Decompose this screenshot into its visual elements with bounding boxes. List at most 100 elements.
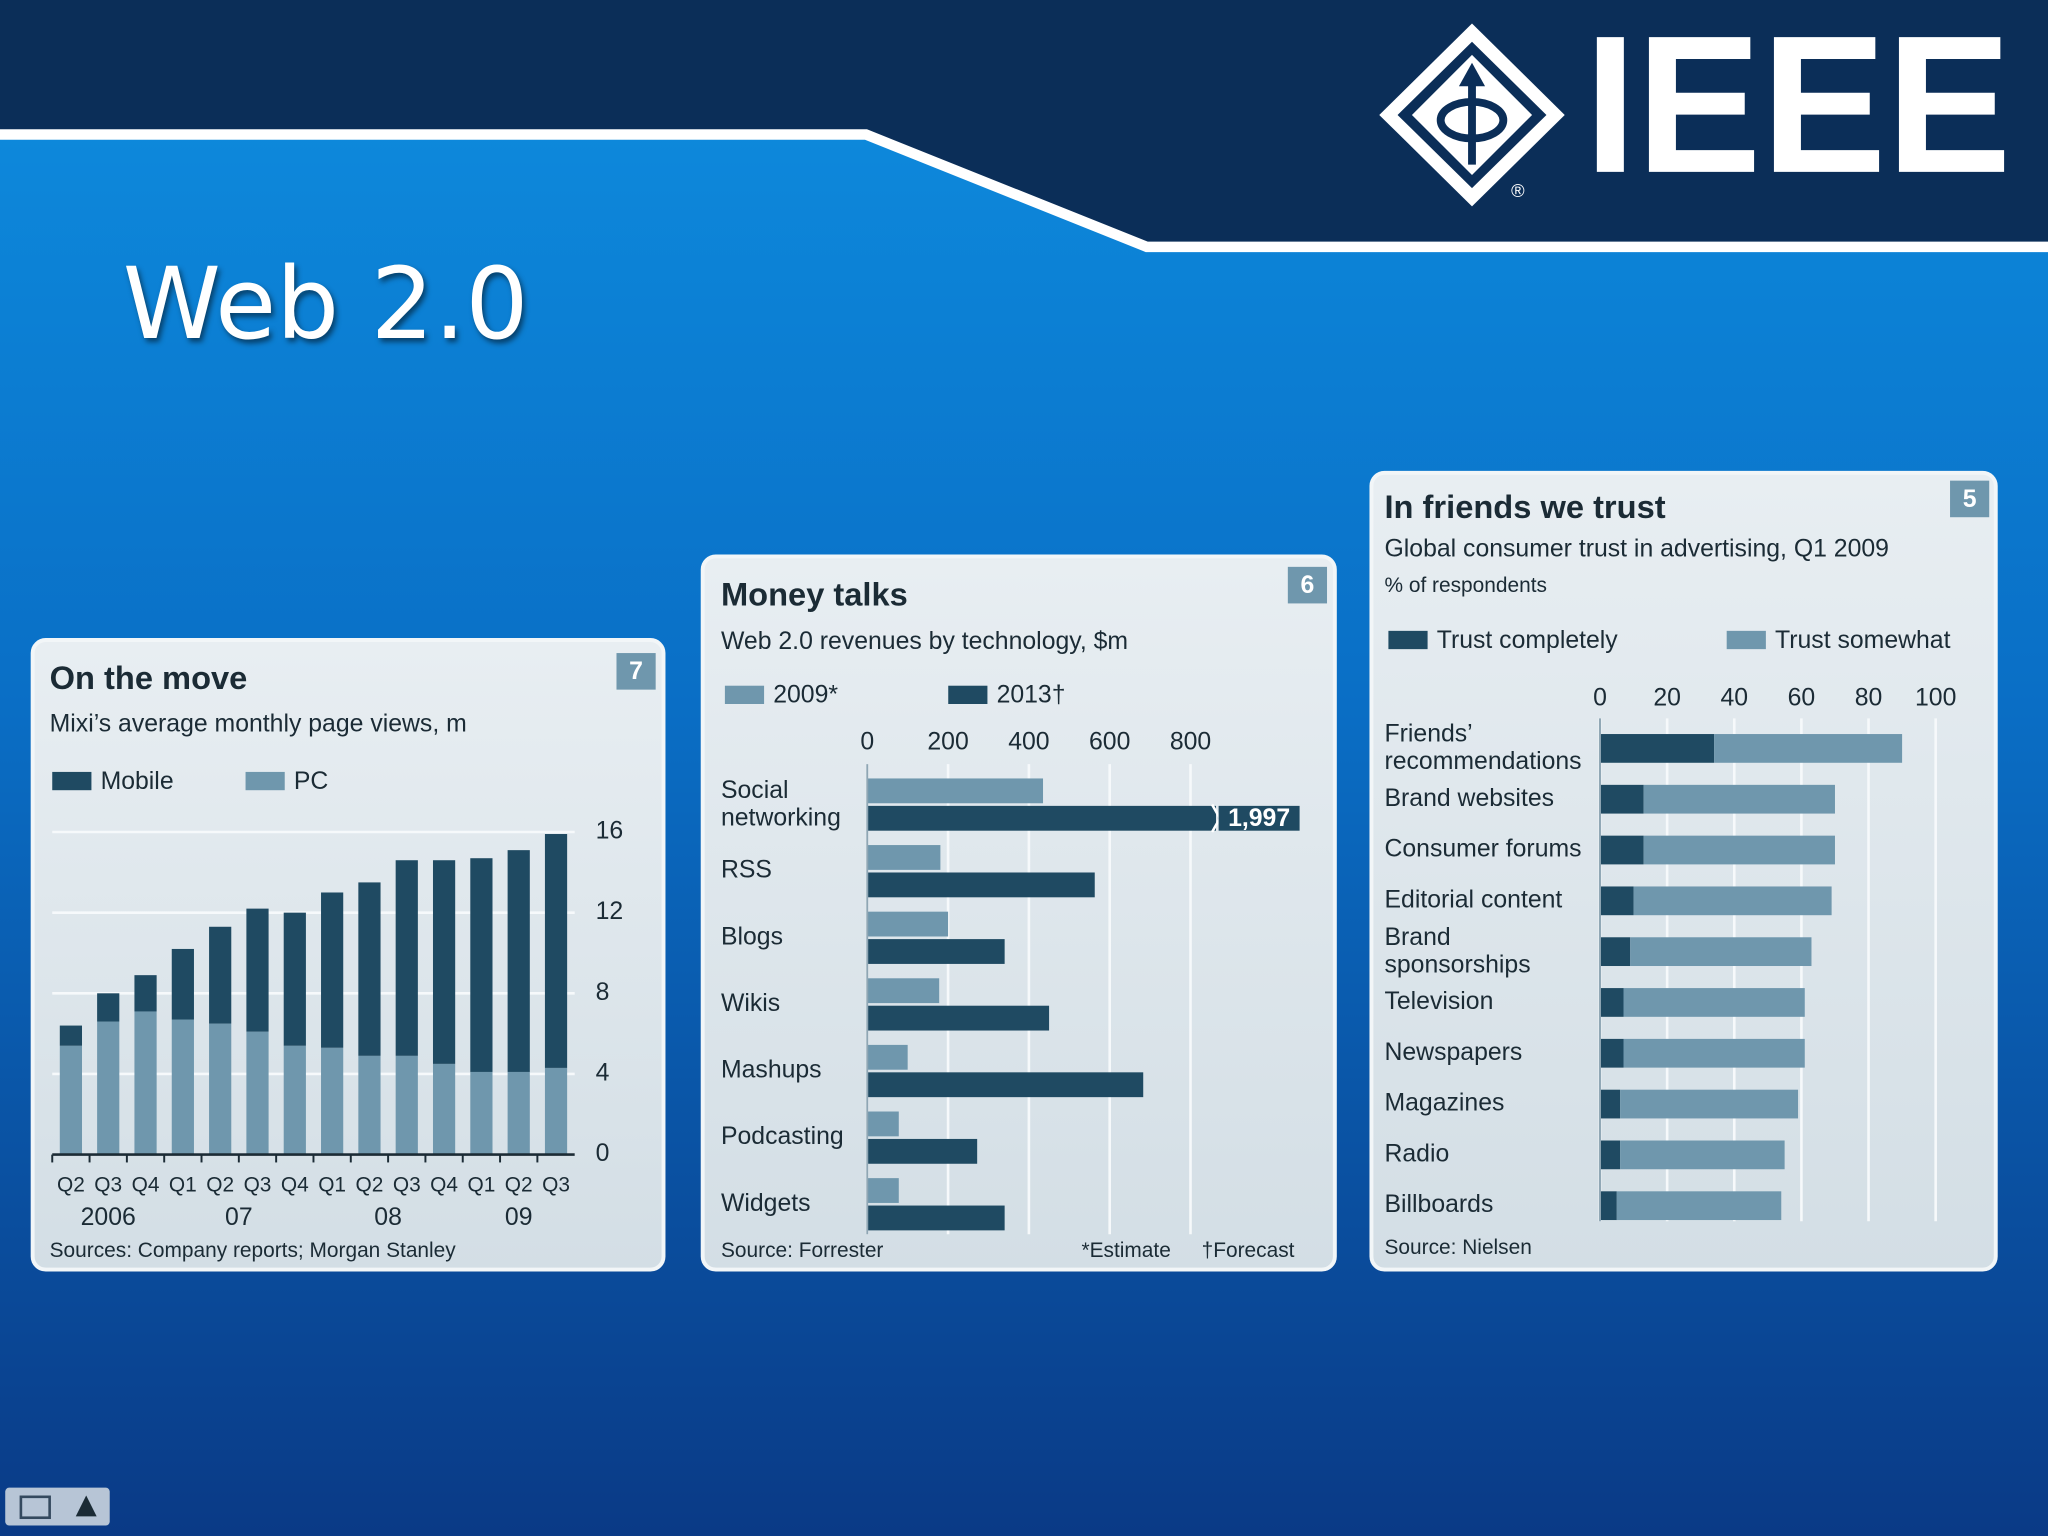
legend-swatch [1388,630,1428,650]
legend-swatch [948,685,988,704]
y-tick-label: 4 [596,1060,610,1087]
bar-segment [1600,835,1644,865]
bar-segment [1616,1191,1782,1221]
bar-segment [283,1045,306,1155]
category-label: Brand websites [1384,785,1554,812]
x-tick-label: Q4 [430,1173,458,1196]
x-tick-label: Q2 [505,1173,533,1196]
bar-segment [1600,784,1644,814]
panel-background [1369,470,1998,1272]
bar-segment [209,926,232,1024]
bar-segment [507,850,530,1072]
legend-swatch [1726,630,1766,650]
bar-segment [171,948,194,1020]
bar-segment [1600,988,1624,1017]
bar-segment [507,1071,530,1155]
ieee-logo: ® IEEE [1379,0,2011,214]
logo-text: IEEE [1584,0,2011,214]
y-tick-label: 0 [596,1140,610,1167]
bar-segment [246,908,269,1032]
control-arrow[interactable] [75,1495,97,1517]
bar-segment [358,1055,381,1155]
bar-segment [1643,835,1835,865]
bar [867,1138,978,1164]
bar-segment [1630,937,1812,967]
bar-segment [544,834,568,1068]
source-note: Source: Nielsen [1384,1236,1531,1259]
bar-segment [1623,1038,1805,1068]
bar-segment [358,882,381,1056]
year-label: 09 [505,1204,533,1231]
x-tick-label: 0 [860,729,874,756]
legend-label: Trust somewhat [1775,627,1951,654]
year-label: 07 [225,1204,253,1231]
y-tick-label: 16 [596,818,624,845]
bar [867,1111,899,1137]
year-label: 2006 [81,1204,136,1231]
x-tick-label: Q4 [281,1173,309,1196]
panel-number: 5 [1963,486,1977,513]
bar [867,872,1095,898]
legend-swatch [724,685,765,704]
panel-number: 6 [1301,572,1315,599]
bar-segment [209,1023,232,1155]
bar-segment [470,858,493,1072]
slide-controls[interactable] [5,1487,110,1526]
x-tick-label: Q1 [169,1173,197,1196]
logo-mark: ® [1511,180,1525,201]
bar-segment [134,975,157,1012]
bar [867,778,1044,804]
bar-segment [1633,886,1832,916]
chart-panel: 5 In friends we trust Global consumer trus… [1369,470,1998,1272]
bar [867,1005,1050,1031]
category-label: Mashups [721,1057,822,1084]
bar-segment [395,1055,418,1155]
bar-segment [321,892,344,1048]
footnote: *Estimate [1081,1239,1170,1262]
category-label: Friends’ recommendations [1384,720,1581,774]
chart-subtitle: Web 2.0 revenues by technology, $m [721,628,1128,655]
category-label: Billboards [1384,1191,1493,1218]
legend-label: PC [294,768,328,795]
y-tick-label: 8 [596,979,610,1006]
x-tick-label: Q3 [244,1173,272,1196]
chart-title: On the move [50,659,248,696]
bar-segment [432,1063,456,1155]
bar-segment [171,1019,194,1155]
bar-segment [1714,734,1903,763]
panel-number: 7 [629,658,643,685]
chart-subtitle: Global consumer trust in advertising, Q1… [1384,535,1888,562]
bar-segment [59,1045,83,1155]
panel-badge [1287,566,1328,604]
x-tick-label: Q2 [356,1173,384,1196]
chart-panel: 6 Money talks Web 2.0 revenues by technolo… [700,554,1337,1272]
bar [867,978,940,1004]
x-tick-label: 80 [1855,684,1883,711]
control-icon[interactable] [19,1495,51,1520]
x-tick-label: 200 [927,729,968,756]
source-note: Sources: Company reports; Morgan Stanley [50,1239,457,1262]
panel-background [700,554,1337,1272]
bar-segment [1600,1089,1621,1119]
x-tick-label: Q4 [132,1173,160,1196]
bar-segment [432,860,456,1064]
category-label: Widgets [721,1190,811,1217]
value-label-box [1218,805,1300,831]
bar-segment [470,1071,493,1155]
chart-subtitle: Mixi’s average monthly page views, m [50,710,467,737]
x-tick-label: 800 [1170,729,1211,756]
bar-segment [1620,1089,1799,1119]
x-tick-label: 0 [1593,684,1607,711]
slide-title: Web 2.0 [123,247,529,362]
x-tick-label: 400 [1008,729,1049,756]
legend-label: Mobile [101,768,174,795]
bar [867,911,949,937]
header-band [0,0,2048,243]
legend-label: 2013† [997,682,1066,709]
bar-segment [1600,1191,1617,1221]
x-tick-label: 100 [1915,684,1956,711]
category-label: Blogs [721,923,783,950]
panel-badge [616,653,656,690]
x-tick-label: Q3 [542,1173,570,1196]
